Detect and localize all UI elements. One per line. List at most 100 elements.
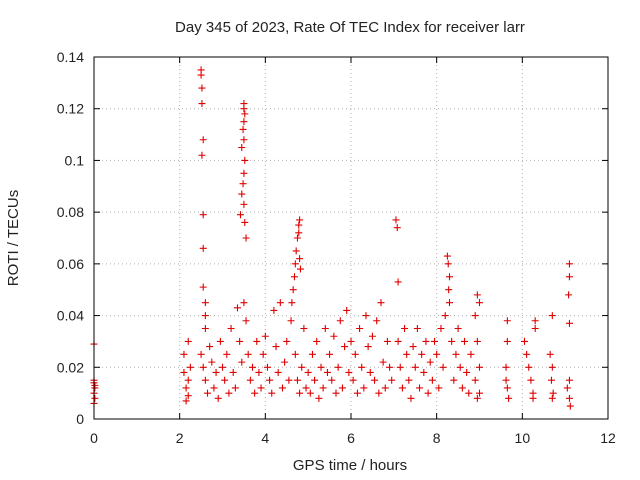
data-point: [306, 389, 314, 397]
y-tick-label: 0.04: [57, 308, 84, 324]
data-point: [445, 286, 453, 294]
data-point: [456, 363, 464, 371]
data-point: [238, 144, 246, 151]
y-axis-label: ROTI / TECUs: [5, 190, 22, 286]
y-tick-label: 0.12: [57, 101, 84, 117]
data-point: [221, 376, 229, 384]
data-point: [546, 350, 554, 358]
data-point: [184, 376, 192, 384]
data-point: [199, 211, 207, 219]
y-tick-label: 0.14: [57, 49, 84, 65]
data-point: [272, 343, 280, 351]
data-point: [394, 278, 402, 286]
data-point: [241, 110, 249, 118]
data-point: [446, 299, 454, 307]
data-point: [239, 125, 247, 133]
data-point: [240, 169, 248, 177]
data-point: [198, 151, 206, 159]
data-point: [291, 260, 299, 268]
data-point: [184, 392, 192, 400]
data-point: [563, 384, 571, 392]
data-point: [300, 325, 308, 332]
data-point: [435, 384, 443, 392]
data-point: [276, 299, 284, 307]
data-point: [295, 229, 303, 237]
data-point: [548, 363, 556, 371]
data-point: [197, 71, 205, 79]
data-point: [373, 317, 381, 325]
data-point: [422, 337, 430, 345]
data-point: [416, 384, 424, 392]
data-point: [441, 312, 449, 320]
data-point: [428, 376, 436, 384]
data-point: [255, 368, 263, 376]
data-point: [396, 363, 404, 371]
data-point: [180, 368, 188, 376]
data-point: [527, 376, 535, 384]
data-point: [223, 350, 231, 358]
x-tick-label: 6: [347, 430, 355, 446]
data-point: [548, 394, 556, 402]
data-point: [347, 337, 355, 345]
data-point: [212, 368, 220, 376]
data-point: [334, 363, 342, 371]
data-point: [295, 221, 303, 229]
data-point: [240, 105, 248, 113]
data-point: [326, 350, 334, 358]
data-point: [201, 325, 209, 332]
data-point: [296, 216, 304, 224]
data-point: [242, 234, 250, 242]
y-tick-label: 0: [76, 411, 84, 427]
y-tick-label: 0.08: [57, 204, 84, 220]
data-point: [180, 350, 188, 358]
data-point: [263, 363, 271, 371]
data-point: [91, 381, 99, 389]
data-point: [238, 190, 246, 198]
data-point: [383, 337, 391, 345]
x-tick-label: 4: [261, 430, 269, 446]
data-point: [467, 350, 475, 358]
data-point: [413, 325, 421, 332]
data-point: [328, 376, 336, 384]
data-point: [210, 384, 218, 392]
data-point: [549, 389, 557, 397]
data-point: [547, 376, 555, 384]
data-point: [186, 363, 194, 371]
data-point: [565, 394, 573, 402]
data-point: [565, 319, 573, 327]
data-point: [238, 358, 246, 366]
data-point: [278, 384, 286, 392]
data-point: [321, 325, 329, 332]
data-point: [302, 384, 310, 392]
data-point: [388, 376, 396, 384]
data-point: [476, 299, 483, 307]
data-point: [345, 368, 353, 376]
data-point: [91, 394, 99, 402]
data-point: [268, 389, 276, 397]
data-point: [377, 299, 385, 307]
data-point: [418, 350, 426, 358]
data-point: [349, 376, 357, 384]
data-point: [319, 384, 327, 392]
data-point: [424, 389, 432, 397]
data-point: [471, 376, 479, 384]
data-point: [360, 384, 368, 392]
data-point: [371, 376, 379, 384]
data-point: [259, 350, 267, 358]
data-point: [244, 350, 252, 358]
data-point: [351, 350, 359, 358]
data-point: [381, 384, 389, 392]
data-point: [358, 363, 366, 371]
data-point: [444, 260, 452, 268]
data-point: [266, 376, 274, 384]
data-point: [239, 180, 247, 188]
data-point: [392, 216, 400, 224]
data-point: [287, 317, 295, 325]
data-point: [208, 358, 216, 366]
data-point: [332, 389, 340, 397]
data-point: [296, 255, 304, 263]
data-point: [426, 358, 434, 366]
data-point: [473, 337, 481, 345]
data-point: [198, 84, 206, 92]
